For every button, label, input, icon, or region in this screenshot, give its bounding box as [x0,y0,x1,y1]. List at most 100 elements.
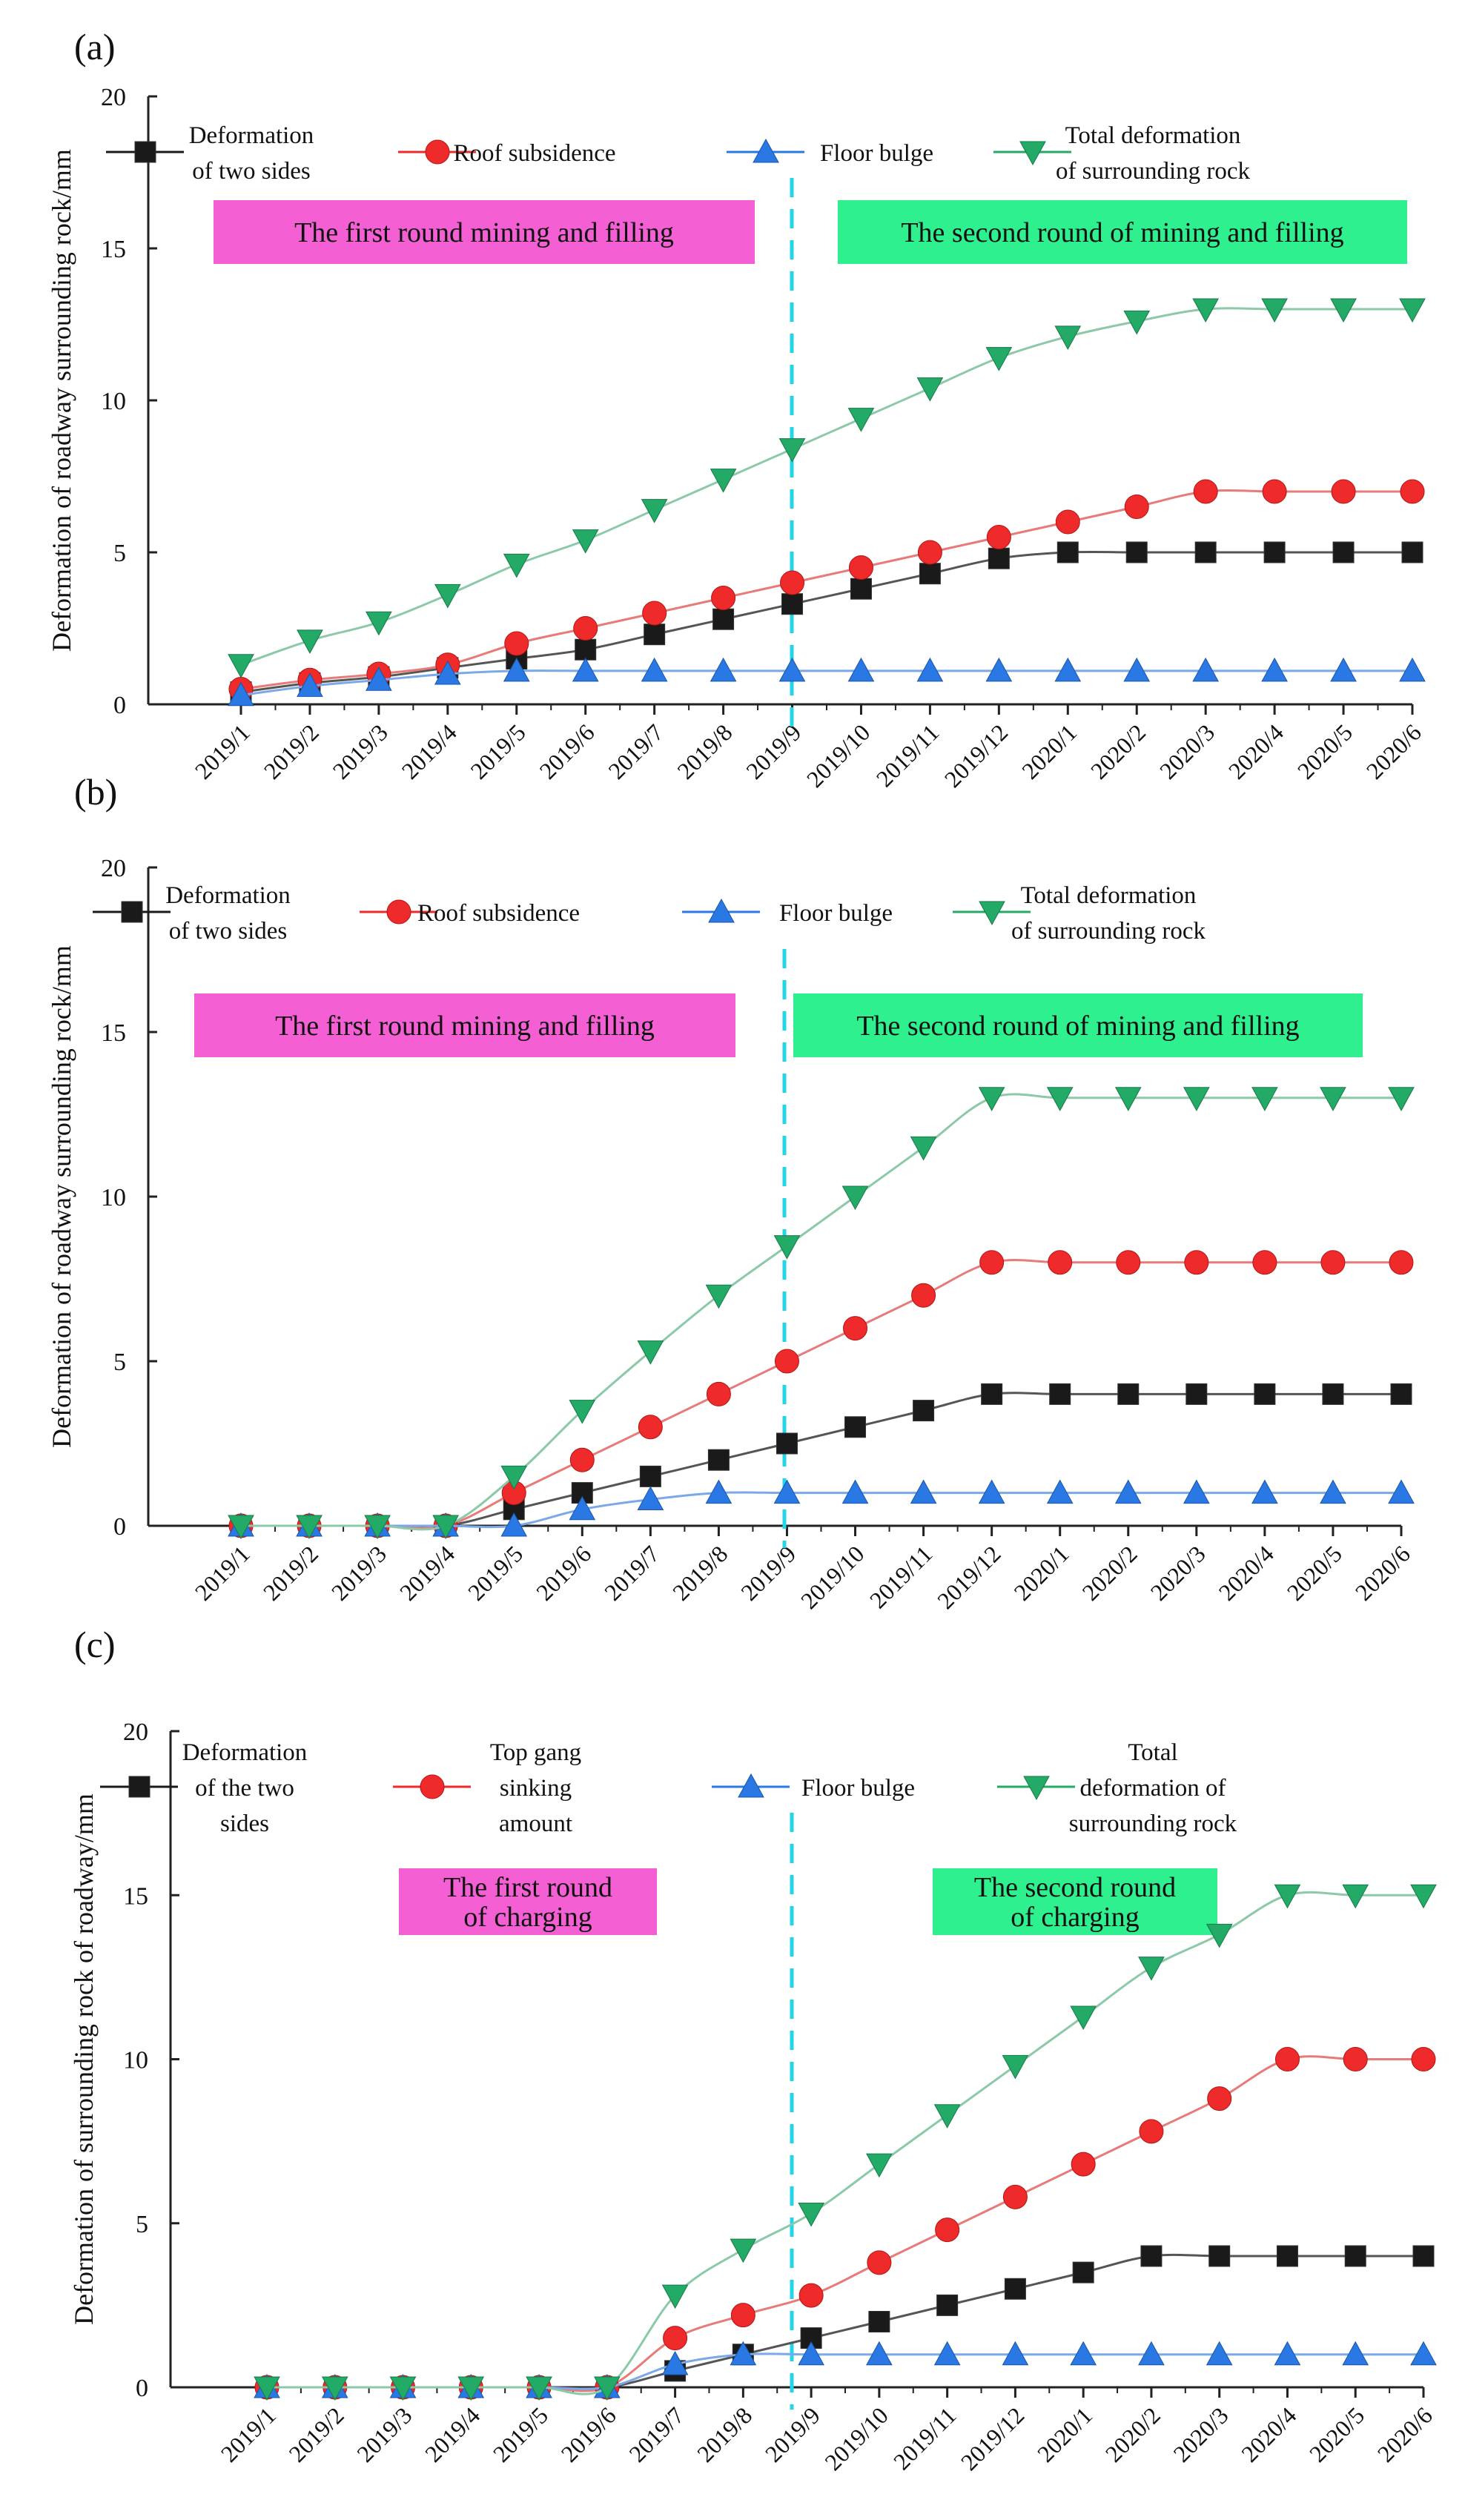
legend-label: surrounding rock [1069,1810,1237,1837]
first-round-region [214,200,755,264]
y-axis-title: Deformation of roadway surrounding rock/… [47,149,76,652]
data-point-series-3 [321,2376,348,2401]
x-tick-label: 2019/12 [956,2401,1030,2476]
data-point-series-2 [1399,657,1426,682]
data-point-series-2 [637,1486,664,1510]
data-point-series-0 [639,1465,661,1487]
legend-marker [1019,141,1046,166]
legend-label: Roof subsidence [453,140,615,167]
x-tick-label: 2019/10 [801,718,876,793]
x-tick-label: 2020/3 [1168,2401,1233,2467]
data-point-series-1 [1331,479,1356,504]
chart-panel-c: (c) Deformation of surrounding rock of ro… [69,1624,1438,2476]
data-point-series-3 [1138,1957,1165,1981]
data-point-series-1 [867,2250,892,2275]
data-point-series-0 [1276,2245,1298,2267]
y-tick-label: 15 [101,1019,126,1047]
x-tick-label: 2019/6 [555,2401,621,2467]
data-point-series-3 [572,529,599,554]
x-tick-label: 2019/1 [190,1540,255,1605]
data-point-series-1 [711,586,736,610]
data-point-series-2 [366,667,392,691]
legend-label: Top gang [490,1739,581,1766]
data-point-series-1 [1320,1250,1346,1275]
data-point-series-1 [1055,509,1080,535]
data-point-series-3 [1183,1087,1210,1111]
data-point-series-1 [638,1415,663,1440]
legend-label: Floor bulge [779,900,893,927]
panel-label: (a) [74,26,116,67]
data-point-series-1 [1274,2047,1300,2071]
data-point-series-2 [1274,2341,1301,2366]
data-point-series-2 [572,657,599,682]
data-point-series-3 [254,2376,280,2401]
data-point-series-3 [841,1185,869,1211]
data-point-series-0 [919,563,941,585]
x-tick-label: 2020/5 [1292,718,1357,784]
data-point-series-2 [866,2341,893,2366]
data-point-series-3 [1114,1087,1142,1111]
x-tick-label: 2019/10 [819,2401,893,2476]
x-tick-label: 2019/2 [283,2401,348,2467]
x-tick-label: 2020/1 [1032,2401,1097,2467]
legend-marker [425,139,450,165]
data-point-series-2 [1114,1479,1142,1504]
x-tick-label: 2020/4 [1214,1540,1279,1605]
x-tick-label: 2019/4 [396,718,461,784]
y-tick-label: 5 [113,1349,126,1376]
x-tick-label: 2019/12 [932,1540,1006,1614]
data-point-series-3 [297,629,323,654]
data-point-series-0 [913,1400,935,1422]
data-point-series-0 [1049,1383,1071,1405]
y-tick-label: 0 [113,1513,126,1541]
data-point-series-0 [1401,541,1423,563]
data-point-series-2 [641,657,668,682]
y-tick-label: 5 [136,2211,148,2238]
data-point-series-1 [504,631,529,656]
data-point-series-1 [798,2283,824,2308]
series-line-1 [240,489,1412,690]
data-point-series-0 [1322,1383,1344,1405]
x-tick-label: 2019/5 [465,718,530,784]
data-point-series-3 [1320,1087,1346,1111]
data-point-series-3 [457,2376,485,2401]
data-point-series-0 [981,1383,1003,1405]
x-tick-label: 2019/2 [259,718,324,784]
data-point-series-1 [706,1381,731,1406]
data-point-series-0 [850,578,872,600]
data-point-series-3 [1342,1884,1369,1909]
data-point-series-2 [1251,1479,1278,1504]
x-tick-label: 2019/8 [672,718,737,784]
data-point-series-3 [637,1340,664,1365]
data-point-series-1 [986,525,1011,549]
legend-label: of two sides [169,918,288,945]
data-point-series-3 [366,611,392,636]
data-point-series-1 [848,555,873,580]
y-tick-label: 0 [113,692,126,719]
data-point-series-3 [910,1136,937,1161]
y-tick-label: 20 [101,855,126,882]
region-label: of charging [463,1902,592,1933]
data-point-series-2 [1388,1479,1415,1504]
series-line-2 [267,2352,1423,2390]
data-point-series-2 [1261,657,1288,682]
data-point-series-2 [1330,657,1357,682]
data-point-series-2 [778,657,806,682]
data-point-series-1 [979,1250,1005,1275]
data-point-series-3 [798,2202,824,2227]
data-point-series-3 [773,1235,801,1260]
data-point-series-2 [847,657,875,682]
legend-label: Floor bulge [820,140,933,167]
x-tick-label: 2020/5 [1282,1540,1347,1605]
data-point-series-2 [730,2341,757,2366]
x-tick-label: 2019/8 [667,1540,732,1605]
data-point-series-3 [228,1515,254,1540]
x-tick-label: 2019/11 [871,718,945,792]
legend-label: deformation of [1079,1775,1226,1802]
data-point-series-0 [1194,541,1217,563]
data-point-series-1 [1193,479,1218,504]
legend-label: amount [499,1810,572,1837]
legend-marker [128,1776,151,1798]
data-point-series-3 [569,1400,596,1424]
data-point-series-3 [1054,325,1082,350]
